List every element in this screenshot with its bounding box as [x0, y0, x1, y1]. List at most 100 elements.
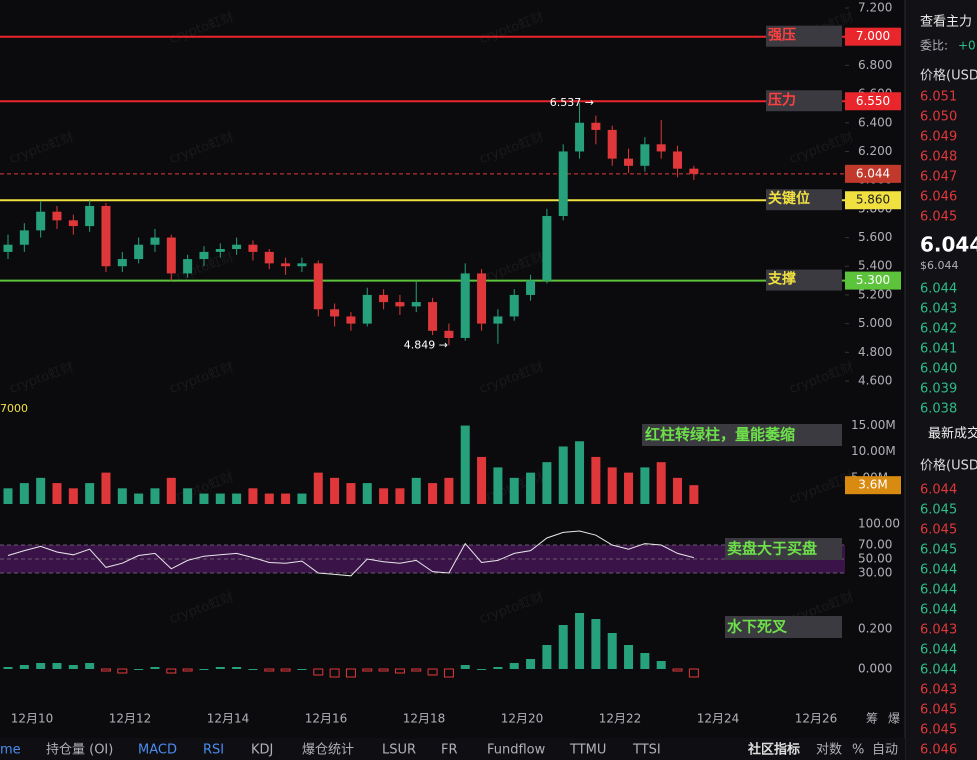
candle-body — [656, 144, 666, 152]
macd-bar — [558, 625, 568, 669]
rsi-tick-label: 50.00 — [858, 552, 892, 566]
toolbar-item[interactable]: 社区指标 — [747, 742, 800, 758]
rsi-line — [7, 530, 694, 577]
tab[interactable]: TTMU — [569, 743, 606, 758]
candle-body — [183, 259, 193, 274]
price-tick-label: 6.200 — [858, 144, 892, 158]
candle-body — [52, 211, 62, 221]
tab[interactable]: KDJ — [251, 743, 273, 758]
price-tick-label: 5.000 — [858, 316, 892, 330]
volume-bar — [232, 493, 242, 504]
trade-price: 6.044 — [920, 603, 957, 618]
macd-bar — [280, 668, 291, 672]
tab[interactable]: RSI — [203, 743, 224, 758]
ask-price: 6.048 — [920, 150, 957, 165]
tab[interactable]: 爆仓统计 — [302, 743, 354, 758]
tab[interactable]: Fundflow — [487, 743, 546, 758]
price-tag — [845, 271, 901, 290]
macd-bar — [182, 668, 193, 672]
macd-bar — [264, 668, 275, 672]
macd-bar — [477, 669, 487, 670]
macd-bar — [3, 667, 13, 669]
candle-body — [134, 244, 144, 260]
volume-bar — [281, 493, 291, 504]
toolbar-item[interactable]: 自动 — [872, 743, 898, 758]
rsi-tick-label: 100.00 — [858, 517, 900, 531]
level-tag-bg — [766, 189, 842, 211]
level-name: 强压 — [768, 28, 796, 44]
trade-price: 6.044 — [920, 663, 957, 678]
candle-body — [68, 220, 78, 227]
macd-bar — [443, 668, 454, 678]
volume-bar — [134, 493, 144, 504]
candle-body — [379, 294, 389, 303]
volume-bar — [101, 472, 111, 504]
volume-bar — [85, 483, 95, 504]
volume-bar — [640, 467, 650, 504]
date-label: 12月18 — [403, 712, 446, 726]
toolbar-item[interactable]: % — [852, 743, 864, 758]
trades-header: 价格(USD — [920, 458, 977, 474]
candle-body — [215, 249, 225, 252]
candle-body — [460, 273, 470, 338]
rsi-tick-label: 30.00 — [858, 566, 892, 580]
price-tick-label: 5.400 — [858, 259, 892, 273]
candle-body — [411, 302, 421, 307]
macd-note: 水下死叉 — [727, 618, 788, 636]
volume-bar — [362, 483, 372, 504]
price-tag-label: 6.550 — [856, 94, 890, 108]
price-tick-label: 6.800 — [858, 58, 892, 72]
macd-bar — [427, 668, 438, 676]
volume-tick-label: 10.00M — [851, 444, 896, 458]
macd-bar — [575, 613, 585, 669]
macd-bar — [542, 645, 552, 669]
tab-bar — [0, 738, 905, 760]
candle-body — [232, 244, 242, 250]
volume-bar — [591, 456, 601, 504]
macd-bar — [591, 619, 601, 669]
volume-bar — [509, 477, 519, 504]
candle-body — [477, 273, 487, 324]
macd-tick-label: 0.200 — [858, 622, 892, 636]
volume-bar — [379, 488, 389, 504]
candle-body — [117, 259, 127, 267]
price-tag — [845, 27, 901, 46]
macd-bar — [624, 645, 634, 669]
price-tick-label: 5.200 — [858, 287, 892, 301]
macd-bar — [100, 668, 111, 672]
trade-price: 6.045 — [920, 723, 957, 738]
trade-price: 6.045 — [920, 523, 957, 538]
side-last-usd: $6.044 — [920, 259, 959, 272]
volume-bar — [3, 488, 13, 504]
candle-body — [428, 302, 438, 331]
axis-button[interactable]: 筹 — [866, 712, 878, 726]
bid-price: 6.038 — [920, 402, 957, 417]
trade-price: 6.046 — [920, 743, 957, 758]
tab[interactable]: MACD — [138, 743, 177, 758]
price-annotation: 6.537 → — [550, 96, 594, 109]
macd-bar — [345, 668, 356, 678]
tab[interactable]: LSUR — [382, 743, 416, 758]
candle-body — [640, 144, 650, 166]
macd-bar — [688, 668, 699, 678]
tab[interactable]: TTSI — [632, 743, 661, 758]
price-tick-label: 4.600 — [858, 374, 892, 388]
toolbar-item[interactable]: 对数 — [816, 743, 842, 758]
trade-price: 6.044 — [920, 583, 957, 598]
candle-body — [248, 244, 258, 252]
macd-bar — [411, 668, 422, 672]
tab[interactable]: 持仓量 (OI) — [46, 743, 113, 758]
tab[interactable]: FR — [441, 743, 458, 758]
volume-bar — [607, 467, 617, 504]
candle-body — [101, 205, 111, 267]
axis-button[interactable]: 爆 — [888, 712, 900, 726]
macd-bar — [117, 668, 128, 674]
trade-price: 6.044 — [920, 563, 957, 578]
tab[interactable]: me — [0, 743, 21, 758]
level-tag-bg — [766, 90, 842, 112]
macd-bar — [232, 667, 242, 669]
level-name: 支撑 — [767, 271, 796, 288]
side-title: 查看主力 — [920, 14, 972, 30]
price-tick-label: 4.800 — [858, 345, 892, 359]
